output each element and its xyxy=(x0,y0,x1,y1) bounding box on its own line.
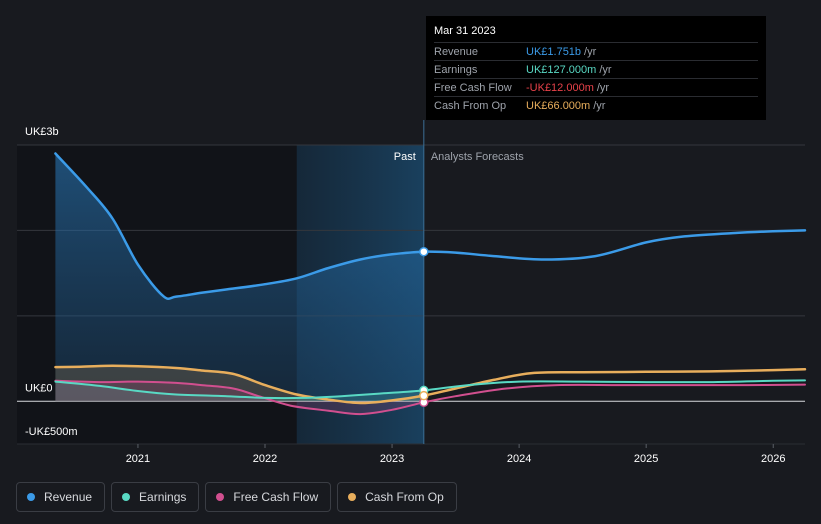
tooltip: Mar 31 2023 Revenue UK£1.751b /yr Earnin… xyxy=(426,16,766,120)
past-label: Past xyxy=(394,151,416,163)
tooltip-label: Free Cash Flow xyxy=(434,81,512,94)
legend-dot-icon xyxy=(216,493,225,501)
y-tick-label: UK£0 xyxy=(25,382,53,394)
tooltip-unit: /yr xyxy=(584,45,597,58)
tooltip-label: Earnings xyxy=(434,63,478,76)
tooltip-value: UK£66.000m xyxy=(526,99,591,112)
series-line-revenue xyxy=(54,152,807,301)
tooltip-unit: /yr xyxy=(596,81,610,94)
x-tick-label: 2023 xyxy=(380,453,404,465)
x-tick-label: 2024 xyxy=(507,453,531,465)
tooltip-value: UK£1.751b xyxy=(526,45,582,58)
legend-item-cash-from-op[interactable]: Cash From Op xyxy=(337,482,457,512)
y-tick-label: -UK£500m xyxy=(25,426,78,438)
tooltip-row-cash-from-op: Cash From Op UK£66.000m /yr xyxy=(434,96,758,114)
x-tick-label: 2021 xyxy=(126,453,150,465)
tooltip-unit: /yr xyxy=(599,63,612,76)
legend-label: Cash From Op xyxy=(365,490,444,504)
legend-dot-icon xyxy=(122,493,131,501)
series-line-earnings xyxy=(54,379,806,400)
x-tick-label: 2025 xyxy=(634,453,658,465)
series-area-cash-from-op xyxy=(55,365,424,404)
tooltip-value: UK£127.000m xyxy=(526,63,597,76)
series-line-cash-from-op xyxy=(54,364,807,405)
tooltip-label: Revenue xyxy=(434,45,479,58)
tooltip-date: Mar 31 2023 xyxy=(434,25,496,37)
series-area-revenue xyxy=(55,153,424,402)
legend-dot-icon xyxy=(348,493,357,501)
y-tick-label: UK£3b xyxy=(25,126,59,138)
tooltip-row-revenue: Revenue UK£1.751b /yr xyxy=(434,42,758,60)
tooltip-row-earnings: Earnings UK£127.000m /yr xyxy=(434,60,758,78)
legend-item-earnings[interactable]: Earnings xyxy=(111,482,200,512)
legend: Revenue Earnings Free Cash Flow Cash Fro… xyxy=(16,482,457,512)
x-tick-label: 2026 xyxy=(761,453,785,465)
legend-item-revenue[interactable]: Revenue xyxy=(16,482,106,512)
tooltip-unit: /yr xyxy=(593,99,606,112)
series-area-earnings xyxy=(55,381,424,402)
series-marker-revenue xyxy=(419,246,429,257)
x-tick-label: 2022 xyxy=(253,453,277,465)
tooltip-row-free-cash-flow: Free Cash Flow -UK£12.000m /yr xyxy=(434,78,758,96)
tooltip-label: Cash From Op xyxy=(434,99,507,112)
legend-item-free-cash-flow[interactable]: Free Cash Flow xyxy=(205,482,332,512)
series-marker-cash-from-op xyxy=(419,390,429,401)
legend-label: Revenue xyxy=(44,490,93,504)
series-line-free-cash-flow xyxy=(54,379,806,416)
tooltip-value: -UK£12.000m xyxy=(526,81,594,94)
legend-label: Earnings xyxy=(139,490,187,504)
legend-dot-icon xyxy=(27,493,35,501)
legend-label: Free Cash Flow xyxy=(233,490,319,504)
forecast-label: Analysts Forecasts xyxy=(431,151,524,163)
